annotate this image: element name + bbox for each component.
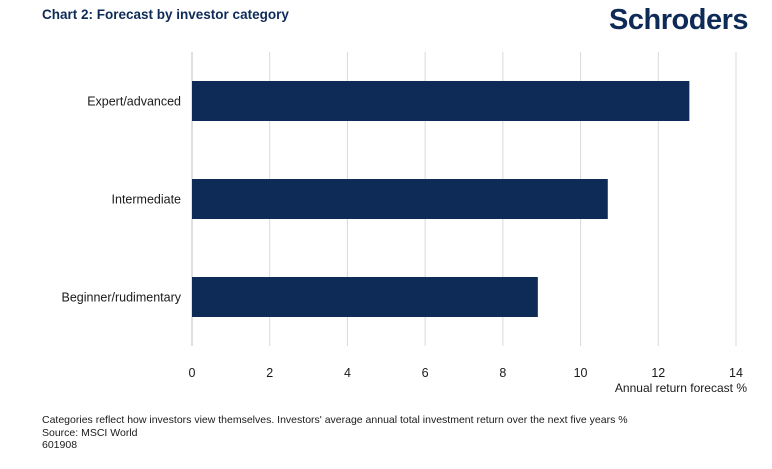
footnote-note: Categories reflect how investors view th…	[42, 414, 628, 426]
x-tick-label: 0	[189, 366, 196, 380]
x-tick-labels: 0 2 4 6 8 10 12 14	[189, 366, 743, 380]
x-tick-label: 4	[344, 366, 351, 380]
bar-intermediate	[192, 179, 608, 219]
x-tick-label: 8	[499, 366, 506, 380]
schroders-logo: Schroders	[609, 4, 748, 36]
chart-title: Chart 2: Forecast by investor category	[42, 7, 289, 22]
x-tick-label: 14	[729, 366, 743, 380]
category-label: Expert/advanced	[87, 95, 181, 109]
footnotes: Categories reflect how investors view th…	[42, 414, 628, 452]
x-tick-label: 12	[651, 366, 665, 380]
x-axis-title: Annual return forecast %	[615, 381, 747, 395]
category-labels: Expert/advanced Intermediate Beginner/rudi…	[61, 95, 181, 305]
x-tick-label: 6	[422, 366, 429, 380]
footnote-code: 601908	[42, 439, 78, 451]
x-tick-label: 2	[266, 366, 273, 380]
footnote-source: Source: MSCI World	[42, 426, 138, 439]
category-label: Beginner/rudimentary	[61, 291, 181, 305]
bar-expert-advanced	[192, 81, 690, 121]
bars	[192, 81, 690, 317]
bar-beginner-rudimentary	[192, 277, 538, 317]
category-label: Intermediate	[112, 193, 182, 207]
x-tick-label: 10	[574, 366, 588, 380]
